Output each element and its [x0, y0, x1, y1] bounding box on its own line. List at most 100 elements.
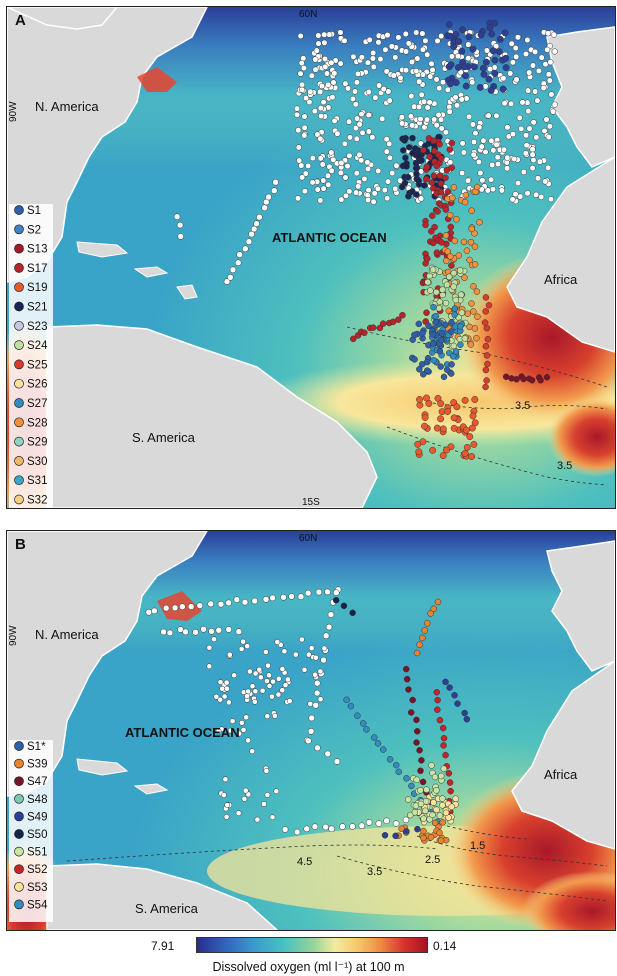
- track-point: [447, 253, 454, 260]
- track-point: [542, 178, 549, 185]
- track-point: [413, 68, 420, 75]
- track-point: [438, 33, 445, 40]
- track-point: [448, 262, 455, 269]
- track-point: [502, 64, 510, 72]
- track-point: [447, 787, 454, 795]
- track-point: [294, 195, 302, 202]
- track-point: [488, 30, 496, 38]
- track-point: [386, 154, 393, 161]
- track-point: [401, 137, 408, 144]
- track-point: [301, 188, 308, 195]
- track-point: [450, 184, 458, 191]
- track-point: [285, 676, 291, 683]
- track-point: [511, 155, 518, 163]
- track-point: [225, 599, 232, 607]
- track-point: [231, 672, 237, 679]
- legend-label: S25: [27, 359, 47, 371]
- track-point: [482, 308, 489, 315]
- track-point: [550, 31, 557, 38]
- track-point: [453, 102, 461, 109]
- track-point: [482, 83, 489, 90]
- track-point: [353, 135, 360, 142]
- track-point: [465, 33, 473, 41]
- contour-label: 4.5: [297, 856, 312, 868]
- track-point: [297, 32, 304, 40]
- legend-label: S1: [27, 205, 41, 217]
- track-point: [477, 169, 484, 177]
- track-point: [321, 31, 328, 38]
- track-point: [280, 594, 287, 601]
- track-point: [227, 727, 234, 734]
- track-point: [439, 286, 446, 293]
- latitude-top-label: 60N: [299, 9, 317, 20]
- track-point: [192, 628, 199, 636]
- track-point: [538, 54, 545, 61]
- contour-label: 3.5: [557, 460, 572, 472]
- legend-marker: [14, 224, 24, 235]
- track-point: [439, 724, 447, 732]
- track-point: [479, 64, 487, 72]
- map-b-svg: B 60N 90W N. America S. America Africa A…: [7, 531, 615, 930]
- legend-marker: [14, 436, 24, 447]
- track-point: [446, 211, 454, 219]
- track-point: [451, 692, 458, 699]
- track-point: [430, 605, 437, 613]
- track-point: [424, 51, 431, 58]
- track-point: [470, 283, 477, 290]
- legend-marker: [14, 417, 24, 428]
- track-point: [355, 183, 362, 190]
- track-point: [534, 97, 541, 104]
- track-point: [298, 60, 305, 67]
- legend-label: S52: [27, 864, 47, 876]
- track-point: [343, 696, 350, 704]
- track-point: [529, 62, 537, 69]
- track-point: [245, 791, 252, 798]
- track-point: [448, 139, 456, 147]
- track-point: [530, 157, 537, 164]
- track-point: [222, 776, 229, 783]
- track-point: [241, 796, 248, 802]
- track-point: [399, 311, 406, 319]
- africa-omz-south: [522, 871, 615, 930]
- track-point: [437, 837, 445, 844]
- legend-label: S24: [27, 340, 48, 352]
- track-point: [173, 213, 181, 220]
- track-point: [295, 144, 302, 151]
- track-point: [334, 130, 341, 137]
- track-point: [257, 674, 264, 681]
- track-point: [419, 329, 426, 337]
- track-point: [468, 453, 476, 460]
- track-point: [453, 216, 460, 223]
- track-point: [471, 325, 479, 332]
- track-point: [465, 41, 472, 48]
- track-point: [398, 120, 406, 127]
- track-point: [518, 125, 525, 132]
- track-point: [317, 88, 324, 95]
- track-point: [470, 63, 478, 71]
- track-point: [374, 185, 382, 192]
- track-point: [460, 238, 468, 246]
- track-point: [275, 691, 282, 698]
- track-point: [448, 803, 455, 811]
- track-point: [311, 823, 319, 830]
- track-point: [354, 712, 361, 719]
- track-point: [226, 699, 232, 706]
- africa-land: [506, 156, 615, 353]
- track-point: [450, 342, 458, 350]
- track-point: [433, 424, 441, 432]
- track-point: [458, 96, 465, 103]
- contour-line: [446, 825, 528, 840]
- track-point: [389, 170, 396, 177]
- track-point: [438, 330, 446, 337]
- longitude-left-label: 90W: [8, 101, 19, 122]
- track-point: [299, 86, 306, 93]
- track-point: [272, 713, 278, 719]
- track-point: [392, 820, 400, 827]
- track-point: [455, 252, 463, 259]
- track-point: [482, 148, 489, 156]
- track-point: [320, 656, 327, 664]
- track-point: [409, 122, 416, 129]
- track-point: [416, 78, 423, 85]
- track-point: [485, 302, 493, 309]
- track-point: [478, 143, 485, 150]
